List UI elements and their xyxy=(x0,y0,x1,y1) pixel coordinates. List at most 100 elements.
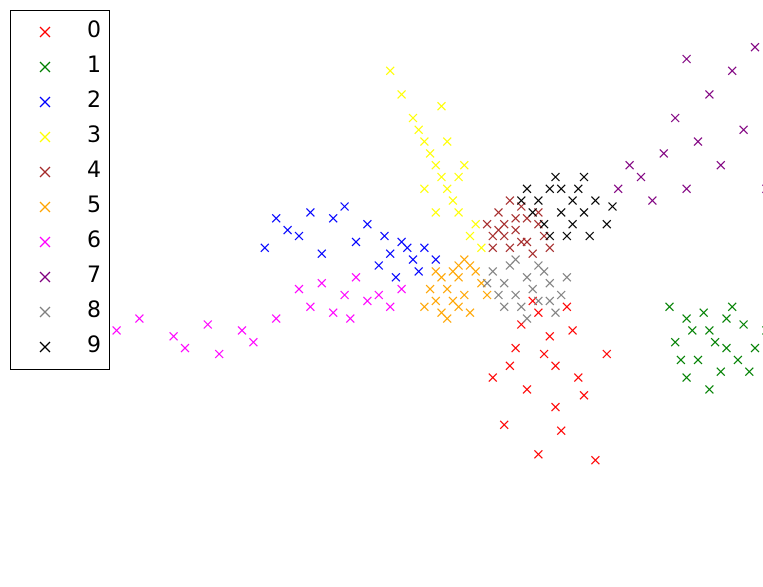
point-series-3-16 xyxy=(419,184,429,194)
point-series-4-16 xyxy=(545,243,555,253)
point-series-4-17 xyxy=(494,225,503,235)
point-series-2-11 xyxy=(305,207,315,217)
point-series-7-17 xyxy=(613,184,623,194)
point-series-4-18 xyxy=(516,237,526,247)
point-series-6-17 xyxy=(214,349,224,359)
point-series-9-15 xyxy=(608,202,617,211)
legend-label-5: 5 xyxy=(87,193,101,218)
point-series-3-0 xyxy=(442,184,452,194)
point-series-8-6 xyxy=(516,302,526,312)
point-series-1-0 xyxy=(682,314,692,324)
point-series-0-14 xyxy=(562,302,572,312)
point-series-5-5 xyxy=(459,290,469,300)
point-series-9-1 xyxy=(556,207,566,217)
legend-marker-7 xyxy=(39,271,51,283)
point-series-1-1 xyxy=(704,325,714,335)
point-series-8-14 xyxy=(522,314,532,324)
point-series-3-5 xyxy=(408,113,418,123)
point-series-3-4 xyxy=(465,231,475,241)
legend-item-0: 0 xyxy=(11,15,109,49)
point-series-0-9 xyxy=(533,449,543,459)
point-series-4-4 xyxy=(505,243,515,253)
point-series-8-9 xyxy=(556,290,566,300)
legend-label-9: 9 xyxy=(87,333,101,358)
point-series-5-15 xyxy=(419,302,429,312)
point-series-6-6 xyxy=(374,290,384,300)
point-series-2-9 xyxy=(271,213,281,223)
point-series-0-18 xyxy=(505,361,515,371)
point-series-2-16 xyxy=(317,249,327,259)
legend-item-2: 2 xyxy=(11,85,109,119)
point-series-2-8 xyxy=(294,231,304,241)
point-series-8-17 xyxy=(533,261,543,270)
legend-marker-8 xyxy=(39,306,51,318)
point-series-9-7 xyxy=(551,172,560,182)
point-series-2-19 xyxy=(402,243,412,253)
point-series-1-14 xyxy=(665,302,674,312)
legend-marker-1 xyxy=(39,61,51,73)
point-series-7-6 xyxy=(716,160,726,170)
legend-item-9: 9 xyxy=(11,330,109,364)
point-series-9-13 xyxy=(585,231,595,241)
point-series-6-19 xyxy=(345,314,355,324)
point-series-2-0 xyxy=(385,249,395,259)
point-series-9-18 xyxy=(545,231,555,241)
point-series-9-6 xyxy=(590,196,600,206)
point-series-3-17 xyxy=(385,66,395,76)
point-series-8-16 xyxy=(511,255,521,265)
point-series-2-13 xyxy=(362,219,372,229)
point-series-6-15 xyxy=(112,325,122,335)
point-series-4-9 xyxy=(528,249,538,259)
point-series-3-8 xyxy=(425,148,435,158)
point-series-8-0 xyxy=(499,278,509,288)
point-series-3-3 xyxy=(419,137,429,147)
legend-marker-9 xyxy=(39,341,51,353)
point-series-6-3 xyxy=(385,302,395,312)
point-series-8-2 xyxy=(522,272,532,282)
point-series-9-2 xyxy=(545,184,555,194)
legend-marker-5 xyxy=(39,201,51,213)
point-series-0-6 xyxy=(579,390,589,400)
point-series-1-17 xyxy=(676,355,686,365)
point-series-8-15 xyxy=(562,272,572,282)
point-series-2-5 xyxy=(374,261,384,270)
legend-label-4: 4 xyxy=(87,158,101,183)
point-series-9-16 xyxy=(556,184,566,194)
point-series-6-13 xyxy=(169,331,179,341)
point-series-9-8 xyxy=(573,184,583,194)
point-series-0-3 xyxy=(511,343,521,353)
legend-label-7: 7 xyxy=(87,263,101,288)
point-series-3-7 xyxy=(448,196,458,206)
legend-item-4: 4 xyxy=(11,155,109,189)
point-series-3-11 xyxy=(397,89,407,99)
point-series-6-5 xyxy=(351,272,361,282)
point-series-2-14 xyxy=(414,266,424,276)
point-series-7-4 xyxy=(625,160,635,170)
point-series-7-5 xyxy=(670,113,680,123)
point-series-1-2 xyxy=(722,343,731,353)
point-series-0-5 xyxy=(522,384,532,394)
point-series-8-1 xyxy=(511,290,521,300)
point-series-6-18 xyxy=(180,343,190,353)
point-series-7-13 xyxy=(727,66,737,76)
point-series-8-4 xyxy=(488,266,498,276)
legend-label-0: 0 xyxy=(87,18,101,43)
legend-label-6: 6 xyxy=(87,228,101,253)
point-series-7-18 xyxy=(750,42,760,52)
legend-item-6: 6 xyxy=(11,225,109,259)
legend-marker-3 xyxy=(39,131,51,143)
point-series-2-6 xyxy=(351,237,361,247)
point-series-3-6 xyxy=(437,172,446,182)
point-series-8-5 xyxy=(545,278,555,288)
point-series-1-5 xyxy=(670,337,680,347)
point-series-3-18 xyxy=(437,101,446,111)
point-series-6-10 xyxy=(271,314,281,324)
point-series-6-14 xyxy=(134,314,144,324)
point-series-9-19 xyxy=(568,196,578,206)
point-series-5-12 xyxy=(448,296,458,306)
point-series-1-13 xyxy=(733,355,743,365)
legend-marker-4 xyxy=(39,166,51,178)
point-series-5-14 xyxy=(465,308,475,318)
point-series-3-10 xyxy=(414,125,424,135)
